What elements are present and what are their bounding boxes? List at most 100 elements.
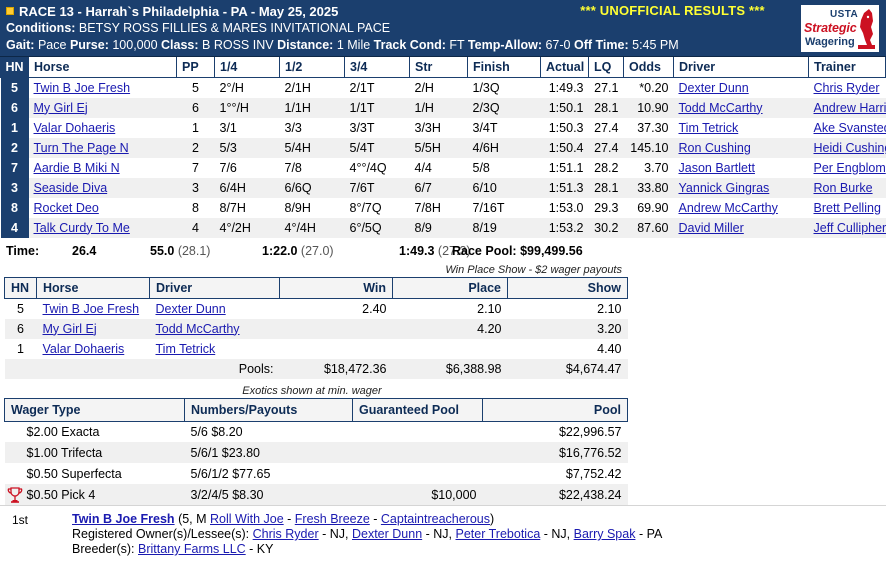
result-trainer-link[interactable]: Andrew Harris: [808, 97, 886, 118]
result-horse-link-anchor[interactable]: Twin B Joe Fresh: [33, 80, 131, 95]
result-horse-link[interactable]: Turn The Page N: [28, 137, 177, 158]
table-row: 4 Talk Curdy To Me 4 4°/2H 4°/4H 6°/5Q 8/9 8/19…: [0, 217, 886, 238]
result-horse-link[interactable]: Seaside Diva: [28, 177, 177, 198]
wps-col-win: Win: [279, 276, 393, 299]
result-trainer-link[interactable]: Ron Burke: [808, 177, 886, 198]
result-horse-link-anchor[interactable]: Aardie B Miki N: [33, 160, 120, 175]
result-last-quarter: 27.1: [594, 80, 619, 95]
result-trainer-link[interactable]: Chris Ryder: [809, 78, 886, 98]
result-actual-time: 1:50.4: [540, 137, 589, 158]
wps-show-payout: 3.20: [507, 318, 628, 339]
result-driver-link-anchor[interactable]: David Miller: [678, 220, 744, 235]
owner-link-3[interactable]: Peter Trebotica: [455, 527, 541, 541]
logo-line-usta: USTA: [830, 9, 859, 20]
owner-link-1[interactable]: Chris Ryder: [252, 527, 319, 541]
wps-horse-link[interactable]: Twin B Joe Fresh: [37, 298, 150, 319]
exo-col-pool: Pool: [482, 397, 628, 422]
result-driver-link-anchor[interactable]: Andrew McCarthy: [678, 200, 778, 215]
result-driver-link-anchor[interactable]: Todd McCarthy: [678, 100, 763, 115]
result-three-quarter: 5/4T: [344, 137, 410, 158]
result-horse-link-anchor[interactable]: Turn The Page N: [33, 140, 129, 155]
result-driver-link-anchor[interactable]: Ron Cushing: [678, 140, 751, 155]
col-actual: Actual: [540, 57, 589, 78]
result-last-quarter: 30.2: [588, 217, 624, 238]
wps-driver-link[interactable]: Todd McCarthy: [149, 318, 280, 339]
result-trainer-link-anchor[interactable]: Heidi Cushing: [813, 140, 886, 155]
result-driver-link-anchor[interactable]: Yannick Gingras: [678, 180, 770, 195]
result-actual-time: 1:50.1: [540, 97, 589, 118]
damsire-link[interactable]: Captaintreacherous: [380, 512, 491, 526]
result-driver-link[interactable]: David Miller: [673, 217, 809, 238]
result-trainer-link[interactable]: Per Engblom: [809, 158, 886, 178]
result-finish: 2/3Q: [467, 97, 541, 118]
result-horse-link[interactable]: Rocket Deo: [29, 198, 177, 218]
off-time-label: Off Time:: [574, 38, 629, 52]
result-trainer-link[interactable]: Jeff Cullipher: [808, 217, 886, 238]
owner-link-4[interactable]: Barry Spak: [573, 527, 636, 541]
exotic-wager-type: $1.00 Trifecta: [4, 442, 185, 463]
result-trainer-link[interactable]: Heidi Cushing: [808, 137, 886, 158]
exotic-wager-type-text: $0.50 Pick 4: [26, 487, 96, 502]
owner-state-2: - NJ,: [422, 527, 456, 541]
result-trainer-link-anchor[interactable]: Ake Svanstedt: [813, 120, 886, 135]
race-title: RACE 13 - Harrah`s Philadelphia - PA - M…: [19, 4, 339, 19]
breeder-link[interactable]: Brittany Farms LLC: [138, 542, 246, 556]
result-trainer-link-anchor[interactable]: Ron Burke: [813, 180, 873, 195]
result-trainer-link-anchor[interactable]: Andrew Harris: [813, 100, 886, 115]
result-driver-link[interactable]: Andrew McCarthy: [674, 198, 809, 218]
wps-horse-link-anchor[interactable]: Twin B Joe Fresh: [42, 301, 140, 316]
result-horse-link-anchor[interactable]: My Girl Ej: [33, 100, 88, 115]
result-horse-link[interactable]: Valar Dohaeris: [29, 118, 177, 138]
result-horse-number: 8: [0, 197, 29, 218]
wps-horse-link[interactable]: My Girl Ej: [36, 318, 150, 339]
wps-driver-link-anchor[interactable]: Dexter Dunn: [155, 301, 226, 316]
winner-horse-link[interactable]: Twin B Joe Fresh: [72, 512, 175, 526]
result-driver-link[interactable]: Dexter Dunn: [674, 78, 809, 98]
fractional-times-row: Time: 26.4 55.0 (28.1) 1:22.0 (27.0) 1:49.3 …: [0, 238, 886, 264]
wps-header-row: HN Horse Driver Win Place Show: [4, 276, 628, 299]
result-driver-link[interactable]: Todd McCarthy: [673, 97, 809, 118]
owner-link-2[interactable]: Dexter Dunn: [351, 527, 423, 541]
result-trainer-link-anchor[interactable]: Chris Ryder: [813, 80, 880, 95]
wps-driver-link[interactable]: Dexter Dunn: [150, 298, 280, 319]
exotic-guaranteed-pool: $10,000: [352, 484, 483, 505]
wps-horse-link-anchor[interactable]: My Girl Ej: [42, 321, 97, 336]
result-driver-link[interactable]: Yannick Gingras: [673, 177, 809, 198]
result-trainer-link[interactable]: Brett Pelling: [809, 198, 886, 218]
result-horse-link-anchor[interactable]: Talk Curdy To Me: [33, 220, 130, 235]
wps-horse-link-anchor[interactable]: Valar Dohaeris: [42, 341, 125, 356]
result-horse-link[interactable]: Talk Curdy To Me: [28, 217, 177, 238]
result-post-position: 8: [192, 200, 199, 215]
result-quarter: 1°°/H: [214, 97, 280, 118]
result-horse-link-anchor[interactable]: Rocket Deo: [33, 200, 99, 215]
owners-label: Registered Owner(s)/Lessee(s):: [72, 527, 250, 541]
result-trainer-link-anchor[interactable]: Brett Pelling: [813, 200, 881, 215]
wps-horse-link[interactable]: Valar Dohaeris: [37, 339, 150, 359]
result-driver-link-anchor[interactable]: Dexter Dunn: [678, 80, 749, 95]
wps-driver-link-anchor[interactable]: Tim Tetrick: [155, 341, 216, 356]
fraction-split-2: (28.1): [174, 243, 211, 258]
usta-strategic-wagering-logo[interactable]: USTA Strategic Wagering: [800, 4, 880, 53]
result-driver-link[interactable]: Tim Tetrick: [674, 118, 809, 138]
result-driver-link-anchor[interactable]: Tim Tetrick: [678, 120, 739, 135]
exotic-pool: $22,996.57: [558, 424, 622, 439]
result-driver-link-anchor[interactable]: Jason Bartlett: [678, 160, 755, 175]
sire-link[interactable]: Roll With Joe: [210, 512, 284, 526]
result-driver-link[interactable]: Jason Bartlett: [674, 158, 809, 178]
result-trainer-link[interactable]: Ake Svanstedt: [809, 118, 886, 138]
winner-detail-close: ): [490, 512, 495, 526]
result-horse-link[interactable]: My Girl Ej: [28, 97, 177, 118]
result-half: 1/1H: [279, 97, 345, 118]
result-driver-link[interactable]: Ron Cushing: [673, 137, 809, 158]
result-horse-link-anchor[interactable]: Seaside Diva: [33, 180, 108, 195]
wps-driver-link[interactable]: Tim Tetrick: [150, 339, 280, 359]
result-horse-link[interactable]: Twin B Joe Fresh: [29, 78, 177, 98]
result-trainer-link-anchor[interactable]: Jeff Cullipher: [813, 220, 886, 235]
square-bullet-icon: [6, 7, 14, 15]
fraction-time-3: 1:22.0: [262, 243, 298, 258]
result-trainer-link-anchor[interactable]: Per Engblom: [813, 160, 886, 175]
result-horse-link-anchor[interactable]: Valar Dohaeris: [33, 120, 116, 135]
dam-link[interactable]: Fresh Breeze: [294, 512, 370, 526]
result-horse-link[interactable]: Aardie B Miki N: [29, 158, 177, 178]
wps-driver-link-anchor[interactable]: Todd McCarthy: [155, 321, 240, 336]
